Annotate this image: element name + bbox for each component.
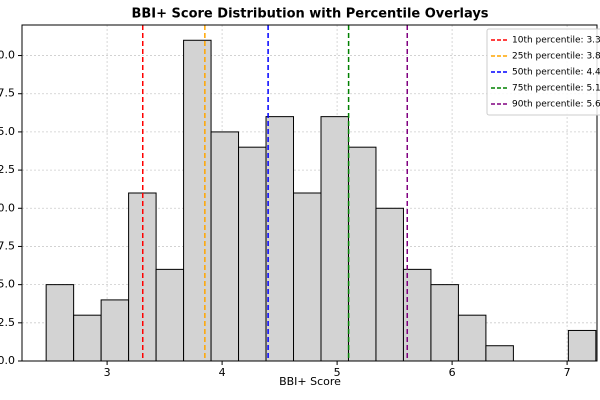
y-tick-label: 15.0: [0, 125, 15, 138]
bar: [347, 146, 377, 362]
y-tick-label: 5.0: [0, 278, 15, 291]
legend-label: 10th percentile: 3.31: [512, 36, 600, 46]
y-tick-label: 20.0: [0, 49, 15, 62]
bar: [320, 116, 349, 362]
bar: [210, 131, 240, 362]
x-tick-label: 6: [449, 366, 456, 379]
legend-label: 90th percentile: 5.61: [512, 100, 600, 110]
x-tick-label: 7: [564, 366, 571, 379]
legend-box: [486, 28, 600, 116]
bar: [73, 314, 102, 362]
bar: [265, 116, 295, 362]
y-tick-label: 12.5: [0, 163, 15, 176]
bar: [457, 314, 487, 362]
x-axis-label: BBI+ Score: [279, 375, 341, 388]
y-tick-label: 17.5: [0, 87, 15, 100]
bar: [183, 39, 212, 362]
bar: [430, 284, 459, 362]
y-tick-label: 10.0: [0, 201, 15, 214]
y-tick-label: 2.5: [0, 316, 15, 329]
y-tick-label: 0.0: [0, 354, 15, 367]
legend-label: 50th percentile: 4.40: [512, 68, 600, 78]
y-tick-label: 7.5: [0, 239, 15, 252]
chart-title: BBI+ Score Distribution with Percentile …: [131, 7, 488, 22]
bar: [485, 345, 514, 362]
bar: [567, 329, 597, 362]
x-tick-label: 4: [219, 366, 226, 379]
x-tick-label: 3: [104, 366, 111, 379]
bar: [293, 192, 322, 362]
bar: [45, 284, 75, 362]
bar: [375, 207, 404, 362]
bar: [402, 268, 432, 362]
legend-label: 25th percentile: 3.85: [512, 52, 600, 62]
bar: [100, 299, 130, 362]
bar: [155, 268, 185, 362]
legend-label: 75th percentile: 5.10: [512, 84, 600, 94]
x-tick-label: 5: [334, 366, 341, 379]
plot-frame: [21, 24, 598, 362]
bar: [238, 146, 267, 362]
